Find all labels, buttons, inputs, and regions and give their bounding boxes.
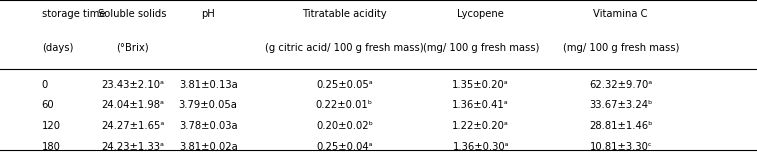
Text: 24.23±1.33ᵃ: 24.23±1.33ᵃ: [101, 142, 164, 151]
Text: 60: 60: [42, 100, 55, 110]
Text: storage time: storage time: [42, 9, 105, 19]
Text: 3.79±0.05a: 3.79±0.05a: [179, 100, 238, 110]
Text: (mg/ 100 g fresh mass): (mg/ 100 g fresh mass): [562, 43, 679, 53]
Text: 3.78±0.03a: 3.78±0.03a: [179, 121, 238, 131]
Text: 120: 120: [42, 121, 61, 131]
Text: 10.81±3.30ᶜ: 10.81±3.30ᶜ: [590, 142, 652, 151]
Text: (g citric acid/ 100 g fresh mass): (g citric acid/ 100 g fresh mass): [265, 43, 424, 53]
Text: (days): (days): [42, 43, 73, 53]
Text: (mg/ 100 g fresh mass): (mg/ 100 g fresh mass): [422, 43, 539, 53]
Text: (°Brix): (°Brix): [116, 43, 149, 53]
Text: Lycopene: Lycopene: [457, 9, 504, 19]
Text: 3.81±0.13a: 3.81±0.13a: [179, 80, 238, 90]
Text: 3.81±0.02a: 3.81±0.02a: [179, 142, 238, 151]
Text: 0.25±0.05ᵃ: 0.25±0.05ᵃ: [316, 80, 372, 90]
Text: Soluble solids: Soluble solids: [98, 9, 167, 19]
Text: Titratable acidity: Titratable acidity: [302, 9, 387, 19]
Text: 180: 180: [42, 142, 61, 151]
Text: 1.36±0.30ᵃ: 1.36±0.30ᵃ: [453, 142, 509, 151]
Text: 24.04±1.98ᵃ: 24.04±1.98ᵃ: [101, 100, 164, 110]
Text: 24.27±1.65ᵃ: 24.27±1.65ᵃ: [101, 121, 164, 131]
Text: 28.81±1.46ᵇ: 28.81±1.46ᵇ: [589, 121, 653, 131]
Text: pH: pH: [201, 9, 215, 19]
Text: 23.43±2.10ᵃ: 23.43±2.10ᵃ: [101, 80, 164, 90]
Text: 33.67±3.24ᵇ: 33.67±3.24ᵇ: [589, 100, 653, 110]
Text: 62.32±9.70ᵃ: 62.32±9.70ᵃ: [589, 80, 653, 90]
Text: Vitamina C: Vitamina C: [593, 9, 648, 19]
Text: 1.35±0.20ᵃ: 1.35±0.20ᵃ: [453, 80, 509, 90]
Text: 0: 0: [42, 80, 48, 90]
Text: 0.25±0.04ᵃ: 0.25±0.04ᵃ: [316, 142, 372, 151]
Text: 0.22±0.01ᵇ: 0.22±0.01ᵇ: [316, 100, 373, 110]
Text: 0.20±0.02ᵇ: 0.20±0.02ᵇ: [316, 121, 373, 131]
Text: 1.36±0.41ᵃ: 1.36±0.41ᵃ: [453, 100, 509, 110]
Text: 1.22±0.20ᵃ: 1.22±0.20ᵃ: [452, 121, 509, 131]
